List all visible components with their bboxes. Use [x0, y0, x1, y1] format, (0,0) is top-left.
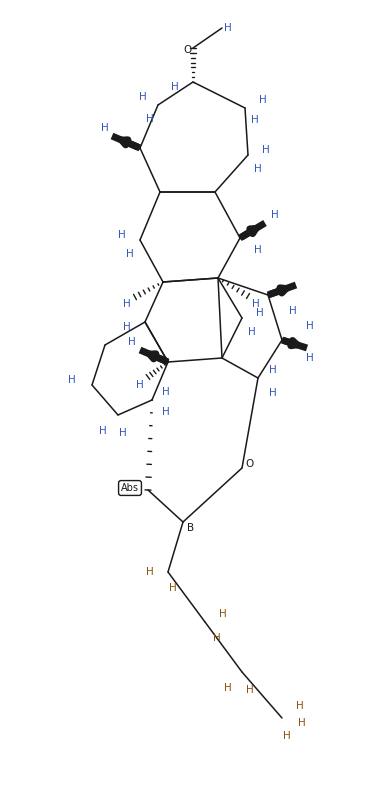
- Text: O: O: [246, 459, 254, 469]
- Text: H: H: [224, 683, 232, 693]
- Text: H: H: [296, 701, 304, 711]
- Text: B: B: [187, 523, 195, 533]
- Text: H: H: [269, 388, 277, 398]
- Text: H: H: [306, 321, 314, 331]
- Text: H: H: [219, 609, 227, 619]
- Text: H: H: [251, 115, 259, 125]
- Text: H: H: [248, 327, 256, 337]
- Text: H: H: [119, 428, 127, 438]
- Text: H: H: [146, 114, 154, 124]
- Text: H: H: [169, 583, 177, 593]
- Text: H: H: [162, 387, 170, 397]
- Text: H: H: [123, 299, 131, 309]
- Text: H: H: [259, 95, 267, 105]
- Text: H: H: [271, 210, 279, 220]
- Text: H: H: [289, 306, 297, 316]
- Text: H: H: [262, 145, 270, 155]
- Text: H: H: [99, 426, 107, 436]
- Text: H: H: [213, 633, 221, 643]
- Text: H: H: [68, 375, 76, 385]
- Text: H: H: [128, 337, 136, 347]
- Text: Abs: Abs: [121, 483, 139, 493]
- Text: H: H: [269, 365, 277, 375]
- Text: H: H: [139, 92, 147, 102]
- Text: H: H: [283, 731, 291, 741]
- Text: H: H: [252, 299, 260, 309]
- Text: H: H: [306, 353, 314, 363]
- Text: H: H: [123, 322, 131, 332]
- Text: H: H: [254, 164, 262, 174]
- Text: H: H: [256, 308, 264, 318]
- Text: H: H: [171, 82, 179, 92]
- Text: H: H: [254, 245, 262, 255]
- Text: H: H: [101, 123, 109, 133]
- Text: H: H: [118, 230, 126, 240]
- Text: H: H: [246, 685, 254, 695]
- Text: H: H: [224, 23, 232, 33]
- Text: H: H: [126, 249, 134, 259]
- Text: H: H: [162, 407, 170, 417]
- Text: H: H: [298, 718, 306, 728]
- Text: O: O: [184, 45, 192, 55]
- Text: H: H: [136, 380, 144, 390]
- Text: H: H: [146, 567, 154, 577]
